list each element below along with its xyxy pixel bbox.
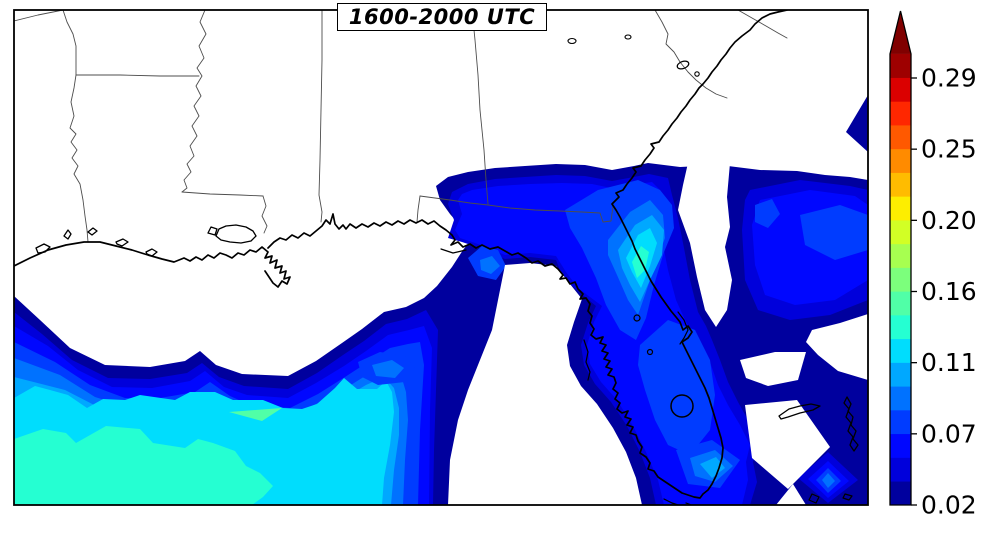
lake-moultrie-sc xyxy=(694,71,700,77)
border-pearl-river xyxy=(261,195,268,234)
border-mississippi-river xyxy=(181,10,207,193)
contour-wedge-right-edge-l1 xyxy=(846,95,868,152)
border-la-ms-31n xyxy=(181,191,264,197)
coast-louisiana xyxy=(14,241,291,288)
island-andros xyxy=(808,493,820,504)
colorbar-tick-label-0.29: 0.29 xyxy=(921,64,977,93)
border-ga-fl xyxy=(487,204,614,223)
plot-title: 1600-2000 UTC xyxy=(348,5,536,29)
colorbar-segment-0 xyxy=(890,480,911,506)
coast-tampa-barrier xyxy=(583,339,591,381)
lake-okeechobee xyxy=(670,394,694,418)
title-box: 1600-2000 UTC xyxy=(337,3,547,31)
colorbar-tick-label-0.25: 0.25 xyxy=(921,135,977,164)
colorbar-tick-label-0.11: 0.11 xyxy=(921,348,977,377)
colorbar-segment-1 xyxy=(890,457,911,482)
lake-marion-sc xyxy=(676,60,690,70)
colorbar-segment-7 xyxy=(890,314,911,340)
colorbar-segment-8 xyxy=(890,291,911,316)
contour-layers xyxy=(14,95,868,505)
colorbar-segment-15 xyxy=(890,124,911,150)
state-borders xyxy=(14,10,788,243)
border-ar-la xyxy=(75,74,200,77)
contour-gulf-l8-turquoise xyxy=(14,426,273,505)
colorbar-segment-3 xyxy=(890,409,911,435)
island-abaco xyxy=(843,396,859,452)
colorbar-segment-16 xyxy=(890,101,911,126)
contour-atlantic-core-l4b xyxy=(800,205,868,260)
colorbar-segment-12 xyxy=(890,196,911,221)
contour-panhandle-spot-l5 xyxy=(480,256,500,274)
border-al-fl xyxy=(419,195,489,206)
gap-apalachee-white xyxy=(448,263,642,505)
contour-atlantic-core-l4a xyxy=(755,199,780,228)
colorbar-segment-4 xyxy=(890,385,911,411)
contour-gulf-l9-green xyxy=(229,408,282,421)
border-topleft-corner xyxy=(14,10,64,22)
contour-midband-spot-l5 xyxy=(372,360,404,378)
colorbar-segment-6 xyxy=(890,338,911,363)
border-nc-sc xyxy=(737,10,788,39)
coastline xyxy=(14,10,859,505)
colorbar-tick-label-0.16: 0.16 xyxy=(921,277,977,306)
colorbar-tick-label-0.07: 0.07 xyxy=(921,419,977,448)
colorbar-segment-11 xyxy=(890,219,911,245)
coast-canaveral-barrier xyxy=(677,311,689,345)
colorbar-tick-label-0.02: 0.02 xyxy=(921,491,977,520)
border-perdido-river xyxy=(416,195,421,223)
gap-bottom-notch-white xyxy=(776,484,806,505)
gap-right-edge-white xyxy=(806,314,868,380)
contour-peninsula-ridge-l4 xyxy=(638,320,715,455)
border-tx-ar xyxy=(62,10,77,76)
contour-se-diamond-l5 xyxy=(822,473,835,488)
coast-marsh-islets xyxy=(35,227,158,257)
border-al-ga xyxy=(471,10,489,205)
colorbar-segment-5 xyxy=(890,362,911,387)
lake-georgia-2 xyxy=(624,34,632,40)
gap-bahama-pentagon-white xyxy=(745,400,830,489)
colorbar-segment-18 xyxy=(890,53,911,78)
colorbar-segment-9 xyxy=(890,267,911,292)
colorbar: 0.02 0.07 0.11 0.16 0.20 0.25 0.29 xyxy=(889,10,977,520)
border-ms-al xyxy=(318,10,323,223)
colorbar-segment-14 xyxy=(890,148,911,173)
lake-orange xyxy=(633,314,641,322)
contour-gulf-l8-triangle xyxy=(127,470,150,483)
colorbar-segment-17 xyxy=(890,77,911,102)
contour-southfl-spot-l6 xyxy=(700,457,725,478)
colorbar-segment-2 xyxy=(890,433,911,458)
lake-pontchartrain xyxy=(207,224,257,244)
lake-kissimmee xyxy=(646,348,654,356)
colorbar-extend-arrow xyxy=(890,11,911,54)
gap-atlantic-channel-white xyxy=(678,163,732,327)
colorbar-segment-10 xyxy=(890,243,911,268)
colorbar-segment-13 xyxy=(890,172,911,197)
coast-apalachicola-barrier xyxy=(440,248,467,254)
coast-gulf-to-georgia xyxy=(267,10,788,499)
colorbar-tick-label-0.20: 0.20 xyxy=(921,206,977,235)
colorbar-outline xyxy=(889,10,912,506)
island-bimini xyxy=(842,493,853,501)
island-grand-bahama xyxy=(778,403,821,420)
lake-georgia-1 xyxy=(567,37,577,45)
border-tx-la-sabine xyxy=(69,74,89,243)
gap-bahama-upper-white xyxy=(740,352,806,386)
